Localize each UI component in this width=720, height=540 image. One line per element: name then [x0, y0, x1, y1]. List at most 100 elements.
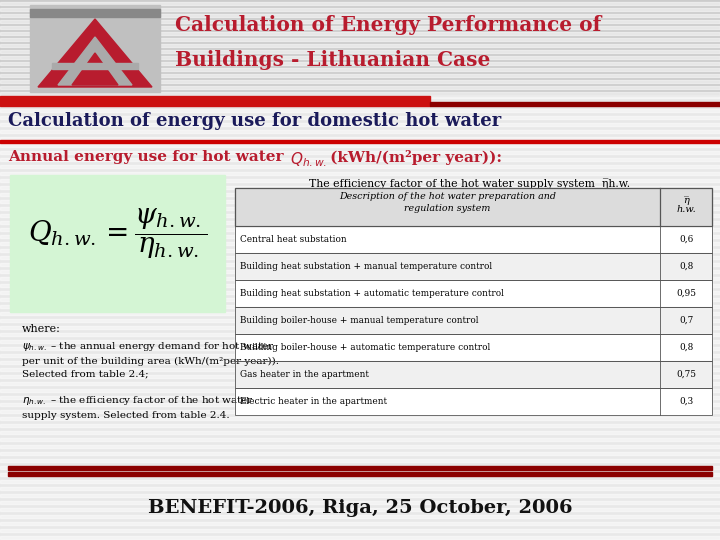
Text: Description of the hot water preparation and
regulation system: Description of the hot water preparation… [339, 192, 556, 213]
Bar [0, 193, 720, 196]
Bar [0, 74, 720, 77]
Bar [0, 277, 720, 280]
Bar [0, 445, 720, 448]
Bar [0, 11, 720, 14]
Bar [0, 88, 720, 91]
Polygon shape [38, 19, 152, 87]
Bar [0, 487, 720, 490]
Bar [0, 522, 720, 525]
Bar [0, 536, 720, 539]
Bar [0, 26, 720, 29]
Text: Gas heater in the apartment: Gas heater in the apartment [240, 370, 369, 379]
Bar [0, 396, 720, 399]
Text: Calculation of Energy Performance of: Calculation of Energy Performance of [175, 15, 601, 35]
Bar [0, 158, 720, 161]
Polygon shape [58, 37, 132, 85]
Bar [235, 226, 712, 253]
Text: The efficiency factor of the hot water supply system  η̅h.w.: The efficiency factor of the hot water s… [310, 178, 631, 189]
Bar [0, 172, 720, 175]
Bar [0, 354, 720, 357]
Bar [235, 388, 712, 415]
Bar [0, 102, 720, 105]
Bar [235, 226, 712, 253]
Bar [0, 179, 720, 182]
Bar [0, 116, 720, 119]
Bar [0, 235, 720, 238]
Text: 0,7: 0,7 [679, 316, 693, 325]
Bar [0, 32, 720, 35]
Bar [0, 431, 720, 434]
Bar [30, 9, 160, 17]
Text: (kWh/(m²per year)):: (kWh/(m²per year)): [325, 150, 502, 165]
Bar [30, 5, 160, 92]
Bar [0, 18, 720, 21]
Bar [235, 307, 712, 334]
Bar [0, 410, 720, 413]
Bar [0, 459, 720, 462]
Bar [0, 221, 720, 224]
Bar [235, 361, 712, 388]
Bar [0, 263, 720, 266]
Bar [430, 102, 720, 106]
Bar [0, 137, 720, 140]
Bar [0, 4, 720, 7]
Text: Central heat substation: Central heat substation [240, 235, 346, 244]
Bar [0, 123, 720, 126]
Bar [235, 388, 712, 415]
Bar [0, 473, 720, 476]
Bar [235, 361, 712, 388]
Text: where:: where: [22, 324, 61, 334]
Bar [0, 501, 720, 504]
Bar [0, 515, 720, 518]
Bar [0, 74, 720, 77]
Bar [0, 305, 720, 308]
Bar [10, 175, 225, 312]
Bar [0, 60, 720, 63]
Bar [0, 200, 720, 203]
Bar [0, 8, 720, 11]
Bar [0, 109, 720, 112]
Bar [0, 494, 720, 497]
Bar [0, 249, 720, 252]
Bar [235, 334, 712, 361]
Bar [0, 86, 720, 89]
Bar [0, 319, 720, 322]
Text: $Q_{h.w.} = \dfrac{\psi_{h.w.}}{\eta_{h.w.}}$: $Q_{h.w.} = \dfrac{\psi_{h.w.}}{\eta_{h.… [28, 206, 207, 261]
Bar [0, 207, 720, 210]
Bar [0, 32, 720, 35]
Text: η̅
h.w.: η̅ h.w. [676, 196, 696, 214]
Bar [235, 280, 712, 307]
Text: Building boiler-house + manual temperature control: Building boiler-house + manual temperatu… [240, 316, 479, 325]
Bar [0, 80, 720, 83]
Bar [0, 284, 720, 287]
Text: Buildings - Lithuanian Case: Buildings - Lithuanian Case [175, 50, 490, 70]
Bar [0, 81, 720, 84]
Bar [0, 466, 720, 469]
Bar [0, 312, 720, 315]
Bar [0, 214, 720, 217]
Text: 0,8: 0,8 [679, 262, 693, 271]
Bar [0, 452, 720, 455]
Bar [0, 96, 430, 106]
Bar [0, 38, 720, 41]
Bar [235, 188, 712, 226]
Bar [0, 67, 720, 70]
Bar [0, 340, 720, 343]
Bar [52, 63, 138, 69]
Bar [0, 68, 720, 71]
Bar [0, 417, 720, 420]
Bar [0, 130, 720, 133]
Text: $Q_{h.w.}$: $Q_{h.w.}$ [290, 150, 327, 168]
Bar [0, 438, 720, 441]
Text: 0,3: 0,3 [679, 397, 693, 406]
Text: $\psi_{h.w.}$ – the annual energy demand for hot water
per unit of the building : $\psi_{h.w.}$ – the annual energy demand… [22, 340, 279, 379]
Bar [0, 62, 720, 65]
Bar [0, 95, 720, 98]
Bar [0, 92, 720, 95]
Text: Annual energy use for hot water: Annual energy use for hot water [8, 150, 289, 164]
Polygon shape [72, 53, 118, 85]
Bar [0, 368, 720, 371]
Bar [235, 307, 712, 334]
Bar [0, 298, 720, 301]
Bar [0, 165, 720, 168]
